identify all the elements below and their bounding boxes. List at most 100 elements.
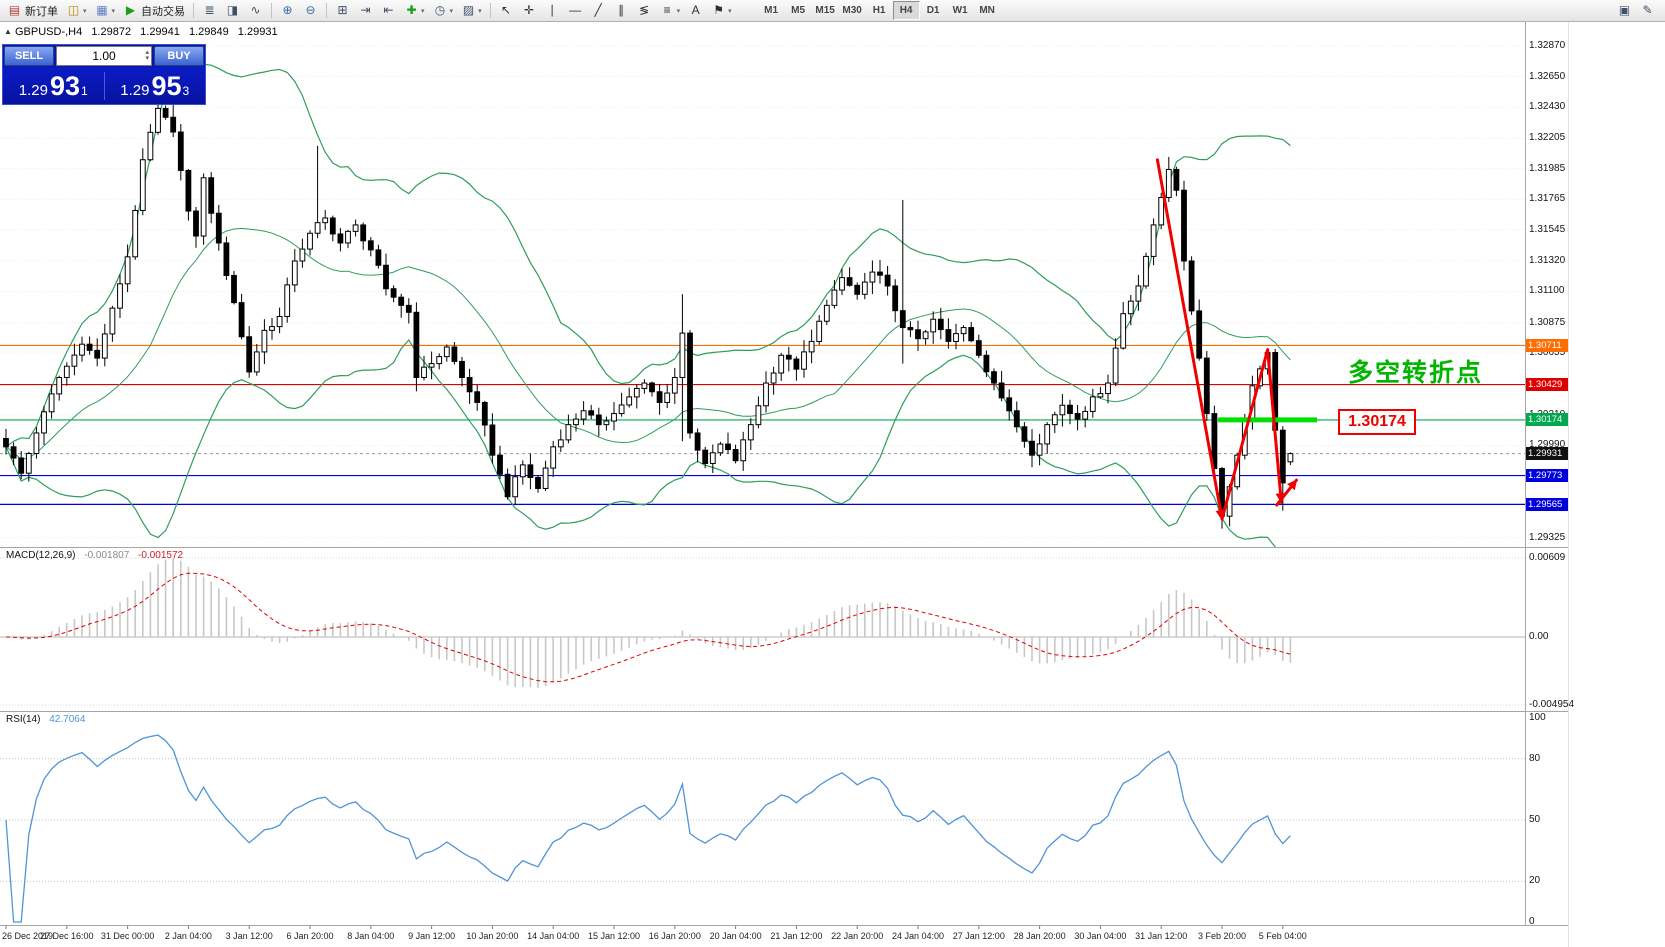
toolbar-separator [193, 3, 195, 18]
level-price-label[interactable]: 1.30174 [1338, 409, 1416, 435]
time-axis-label: 27 Dec 16:00 [40, 931, 94, 941]
chevron-down-icon[interactable]: ▾ [83, 7, 87, 15]
time-axis-label: 30 Jan 04:00 [1074, 931, 1127, 941]
buy-price-pips: 95 [151, 70, 182, 101]
current-price-tag: 1.29931 [1526, 447, 1568, 461]
zoom-in-button[interactable]: ⊕ [277, 1, 298, 20]
timeframe-w1-button[interactable]: W1 [952, 5, 968, 16]
crosshair-button[interactable]: ✛ [519, 1, 540, 20]
time-axis-label: 20 Jan 04:00 [709, 931, 762, 941]
support2-tag: 1.29565 [1526, 497, 1568, 511]
ohlc-open: 1.29872 [91, 26, 132, 38]
price-axis-border[interactable] [1525, 22, 1526, 925]
profiles-button[interactable]: ▦ ▾ [92, 1, 119, 20]
ohlc-high: 1.29941 [140, 26, 180, 38]
time-axis-label: 8 Jan 04:00 [347, 931, 395, 941]
macd-axis-label: 0.00609 [1529, 552, 1566, 563]
chevron-down-icon[interactable]: ▾ [478, 7, 482, 15]
timeframe-mn-button[interactable]: MN [979, 5, 995, 16]
price-axis-label: 1.31320 [1529, 254, 1566, 266]
new-chart-button[interactable]: ◫ ▾ [63, 1, 90, 20]
volume-up-arrow-icon[interactable]: ▴ [145, 49, 149, 56]
volume-spinner: ▴ ▾ [145, 48, 149, 64]
time-axis-label: 24 Jan 04:00 [891, 931, 945, 941]
rsi-axis-label: 100 [1529, 712, 1546, 723]
text-button[interactable]: A [685, 1, 706, 20]
sell-price-point: 1 [81, 83, 88, 98]
turning-point-annotation[interactable]: 多空转折点 [1348, 359, 1484, 387]
equidistant-channel-icon: ∥ [618, 3, 625, 17]
window-list-button[interactable]: ▣ [1614, 1, 1635, 20]
trendline-button[interactable]: ╱ [588, 1, 609, 20]
buy-price-display[interactable]: 1.29 95 3 [105, 71, 206, 101]
timeframe-h4-button[interactable]: H4 [892, 1, 920, 20]
autotrading-button[interactable]: ▶ 自动交易 [120, 1, 188, 20]
ohlc-low: 1.29849 [188, 26, 229, 38]
symbol-period-label: GBPUSD-,H4 [15, 26, 83, 38]
line-chart-button[interactable]: ∿ [245, 1, 266, 20]
macd-value-main: -0.001807 [84, 550, 130, 561]
templates-button[interactable]: ▨ ▾ [458, 1, 485, 20]
sell-button[interactable]: SELL [4, 46, 54, 66]
chevron-down-icon[interactable]: ▾ [449, 7, 454, 15]
toolbar-separator [326, 3, 328, 18]
new-order-button[interactable]: ▤ 新订单 [4, 1, 61, 20]
text-icon: A [691, 3, 700, 17]
bar-chart-icon: ≣ [204, 3, 215, 17]
horizontal-line-button[interactable]: ― [565, 1, 586, 20]
timeframe-m5-button[interactable]: M5 [791, 5, 806, 16]
macd-axis-label: 0.00 [1529, 631, 1549, 642]
timeframe-d1-button[interactable]: D1 [926, 5, 940, 16]
chevron-down-icon[interactable]: ▾ [421, 7, 425, 15]
zoom-out-button[interactable]: ⊖ [300, 1, 321, 20]
price-axis-label: 1.32205 [1529, 132, 1566, 144]
shapes-button[interactable]: ≡ ▾ [657, 1, 684, 20]
time-axis-label: 31 Dec 00:00 [100, 931, 155, 941]
candlestick-chart-button[interactable]: ◨ [222, 1, 243, 20]
cursor-button[interactable]: ↖ [496, 1, 517, 20]
fibonacci-button[interactable]: ≶ [634, 1, 655, 20]
price-axis-label: 1.31985 [1529, 162, 1566, 174]
panel-separator-macd[interactable] [0, 547, 1568, 548]
tile-windows-button[interactable]: ⊞ [332, 1, 353, 20]
timeframe-m30-button[interactable]: M30 [842, 5, 862, 16]
volume-input[interactable]: 1.00 ▴ ▾ [56, 46, 152, 66]
chevron-down-icon[interactable]: ▾ [728, 7, 732, 15]
chart-shift-button[interactable]: ⇤ [378, 1, 399, 20]
volume-value: 1.00 [92, 49, 116, 63]
resistance-tag: 1.30711 [1526, 338, 1568, 352]
profiles-icon: ▦ [96, 3, 108, 17]
time-axis-label: 14 Jan 04:00 [527, 931, 580, 941]
price-axis-label: 1.32870 [1529, 40, 1566, 51]
timeframe-m1-button[interactable]: M1 [764, 5, 779, 16]
periods-icon: ◷ [434, 3, 446, 17]
chevron-down-icon[interactable]: ▾ [111, 7, 116, 15]
panel-separator-rsi[interactable] [0, 711, 1568, 712]
fibonacci-icon: ≶ [639, 3, 650, 17]
autotrading-label: 自动交易 [141, 5, 186, 18]
time-axis-label: 10 Jan 20:00 [466, 931, 519, 941]
time-axis-label: 28 Jan 20:00 [1013, 931, 1066, 941]
time-axis-label: 21 Jan 12:00 [770, 931, 823, 941]
auto-scroll-button[interactable]: ⇥ [355, 1, 376, 20]
price-axis-label: 1.32650 [1529, 70, 1566, 82]
equidistant-channel-button[interactable]: ∥ [611, 1, 632, 20]
sell-price-display[interactable]: 1.29 93 1 [3, 71, 104, 101]
shapes-icon: ≡ [663, 3, 671, 17]
periods-button[interactable]: ◷ ▾ [430, 1, 457, 20]
timeframe-m15-button[interactable]: M15 [815, 5, 835, 16]
buy-button[interactable]: BUY [154, 46, 204, 66]
time-axis-label: 16 Jan 20:00 [648, 931, 701, 941]
time-axis-label: 6 Jan 20:00 [286, 931, 334, 941]
timeframe-h1-button[interactable]: H1 [872, 5, 886, 16]
trade-panel-toggle[interactable]: ▲ [4, 27, 12, 36]
vertical-line-button[interactable]: ∣ [542, 1, 563, 20]
bar-chart-button[interactable]: ≣ [199, 1, 220, 20]
candlestick-chart-icon: ◨ [226, 3, 239, 17]
indicators-button[interactable]: ✚ ▾ [401, 1, 428, 20]
chevron-down-icon[interactable]: ▾ [676, 7, 681, 15]
volume-down-arrow-icon[interactable]: ▾ [145, 55, 149, 62]
metaeditor-button[interactable]: ✎ [1637, 1, 1658, 20]
toolbar-right-group: ▣ ✎ [1613, 1, 1659, 20]
arrow-label-button[interactable]: ⚑ ▾ [708, 1, 735, 20]
